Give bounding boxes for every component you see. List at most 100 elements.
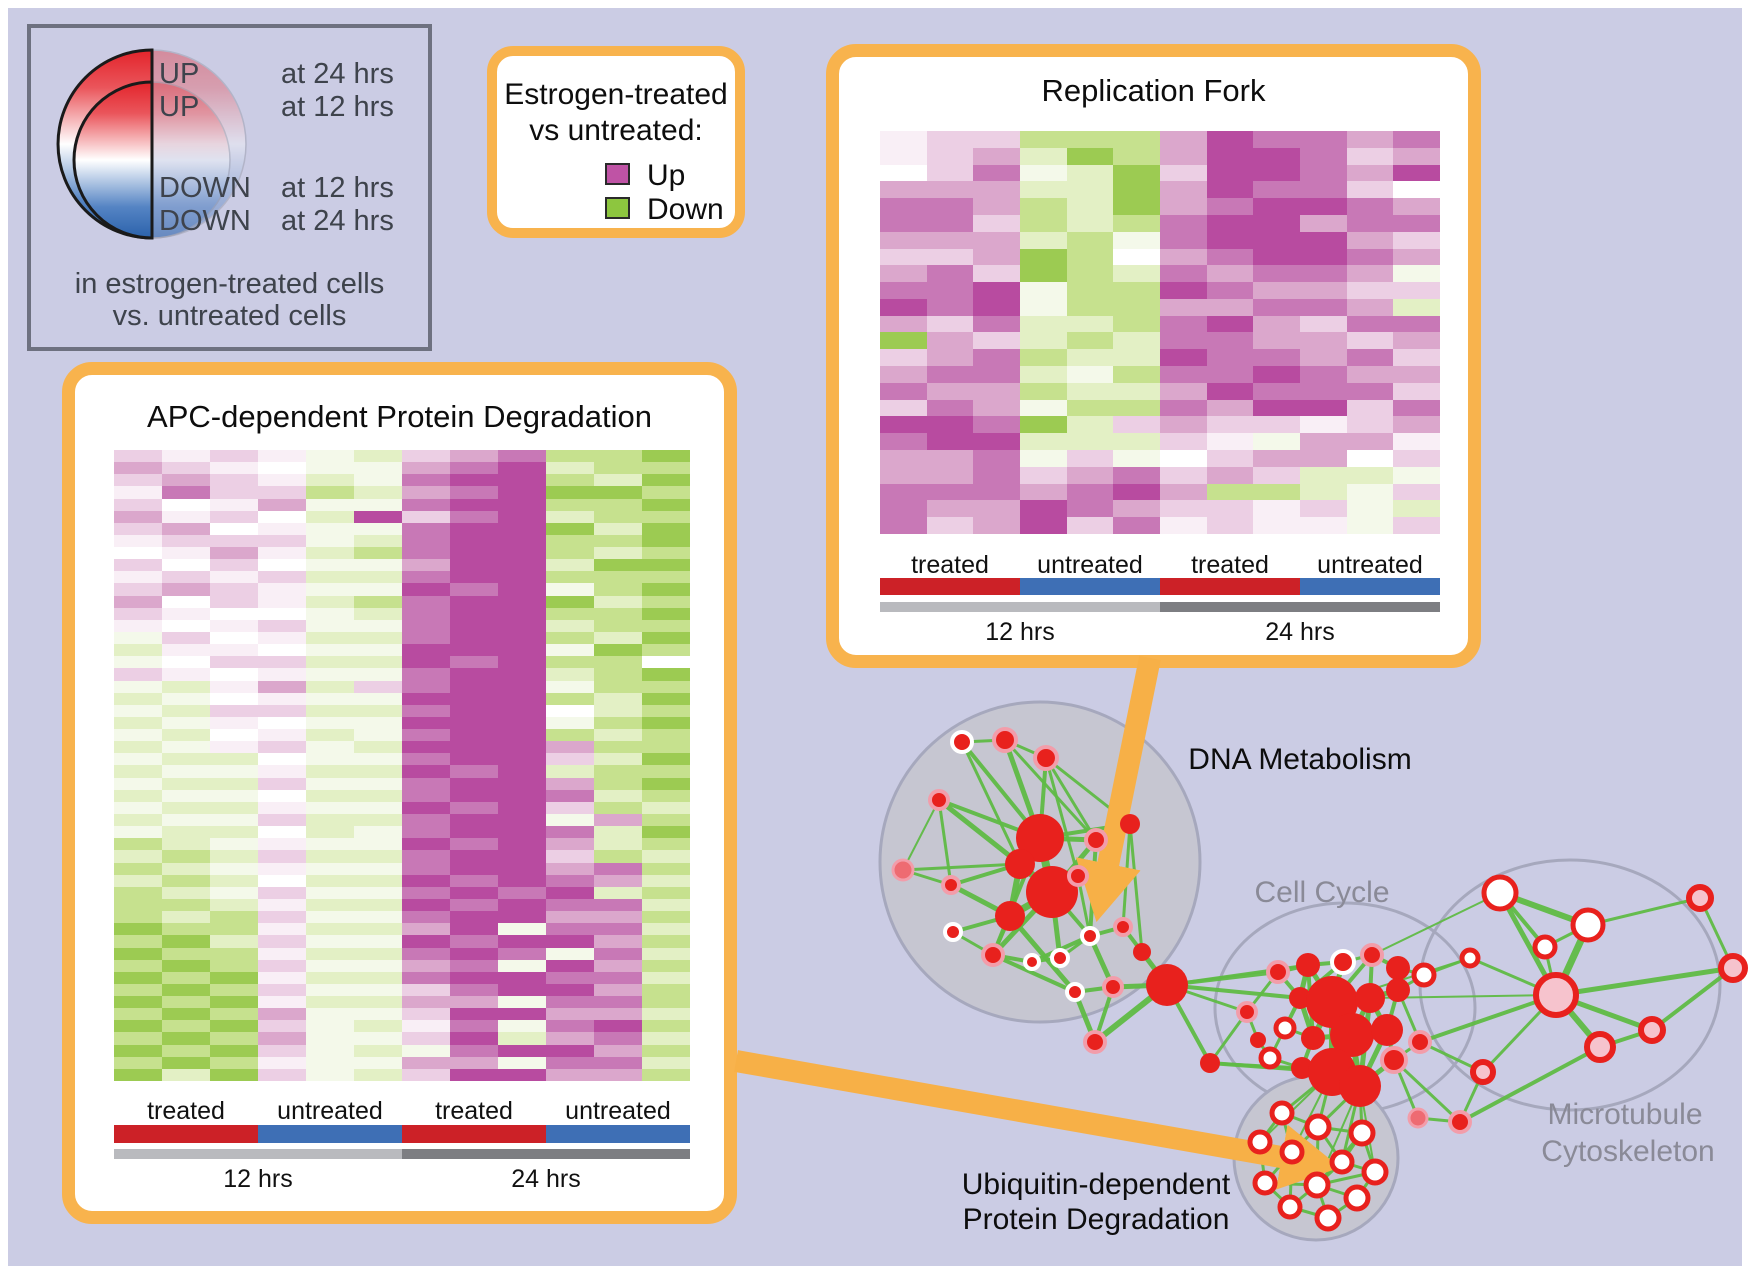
gene-node — [1533, 972, 1579, 1018]
cluster-label-ubiquitin-line1: Ubiquitin-dependent — [961, 1168, 1231, 1201]
gene-node — [1065, 982, 1085, 1002]
gene-node — [1113, 917, 1133, 937]
rf-condition-bars — [880, 578, 1440, 595]
gene-node — [1200, 1053, 1220, 1073]
gene-node — [1470, 1059, 1496, 1085]
gene-node — [1026, 866, 1078, 918]
rf-group-label-4: untreated — [1317, 551, 1423, 579]
gene-node — [950, 730, 974, 754]
panel-to-cluster-arrow — [734, 1050, 1341, 1190]
rf-time-bars — [880, 602, 1440, 612]
gene-node — [1016, 814, 1064, 862]
gene-node — [1102, 976, 1124, 998]
gene-node — [1330, 1013, 1374, 1057]
apc-time-label-24: 24 hrs — [511, 1165, 581, 1193]
time-24b: at 24 hrs — [281, 205, 394, 237]
cluster-label-dna-metabolism: DNA Metabolism — [1188, 743, 1412, 776]
apc-group-label-4: untreated — [565, 1097, 671, 1125]
apc-degradation-panel: APC-dependent Protein Degradation treate… — [62, 362, 737, 1224]
gene-node — [891, 858, 915, 882]
gene-node — [1361, 1158, 1389, 1186]
gene-node — [1291, 1057, 1313, 1079]
gene-node — [1355, 983, 1385, 1013]
gene-node — [943, 922, 963, 942]
updown-title-line2: vs untreated: — [529, 114, 703, 147]
gene-node — [992, 727, 1018, 753]
gene-node — [1348, 1119, 1376, 1147]
direction-legend-box: UP at 24 hrs UP at 12 hrs DOWN at 12 hrs… — [27, 24, 432, 351]
gene-node — [1584, 1031, 1616, 1063]
apc-group-label-2: untreated — [277, 1097, 383, 1125]
gene-node — [1084, 828, 1108, 852]
cluster-label-microtubule-line2: Cytoskeleton — [1541, 1135, 1715, 1168]
replication-fork-title: Replication Fork — [1041, 73, 1266, 108]
rf-time-label-24: 24 hrs — [1265, 618, 1335, 646]
down-label: Down — [647, 193, 724, 226]
gene-node — [1005, 849, 1035, 879]
gene-node — [1236, 1001, 1258, 1023]
dir-up-12: UP — [159, 91, 200, 123]
gene-node — [1570, 907, 1606, 943]
gene-node — [1033, 745, 1059, 771]
gene-node — [1448, 1110, 1472, 1134]
dir-up-24: UP — [159, 58, 200, 90]
gene-node — [1304, 1113, 1332, 1141]
gene-node — [1314, 1204, 1342, 1232]
updown-title-line1: Estrogen-treated — [504, 78, 728, 111]
legend-caption-line1: in estrogen-treated cells — [74, 268, 385, 300]
gene-node — [1329, 1149, 1355, 1175]
gene-node — [1459, 947, 1481, 969]
red-blue-rings-glyph — [56, 48, 247, 240]
gene-node — [1360, 943, 1384, 967]
gene-node — [1330, 949, 1356, 975]
gene-node — [1371, 1014, 1403, 1046]
cluster-label-cell-cycle: Cell Cycle — [1254, 876, 1390, 909]
gene-node — [1532, 934, 1558, 960]
gene-node — [1277, 1194, 1303, 1220]
gene-node — [928, 789, 950, 811]
up-label: Up — [647, 159, 686, 192]
apc-time-bars — [114, 1149, 690, 1159]
gene-node — [981, 943, 1005, 967]
gene-node — [1686, 884, 1714, 912]
gene-node — [1408, 1030, 1432, 1054]
gene-node — [995, 901, 1025, 931]
legend-caption-line2: vs. untreated cells — [112, 300, 347, 332]
gene-node — [1386, 956, 1410, 980]
gene-node — [1258, 1046, 1282, 1070]
gene-node — [1380, 1046, 1408, 1074]
gene-node — [1080, 926, 1100, 946]
time-12a: at 12 hrs — [281, 91, 394, 123]
gene-node — [1050, 948, 1070, 968]
gene-node — [1481, 874, 1519, 912]
gene-node — [1343, 1184, 1371, 1212]
apc-group-label-1: treated — [147, 1097, 225, 1125]
gene-node — [941, 875, 961, 895]
gene-node — [1250, 1032, 1266, 1048]
dir-down-12: DOWN — [159, 172, 251, 204]
apc-title: APC-dependent Protein Degradation — [147, 399, 652, 434]
apc-group-label-3: treated — [435, 1097, 513, 1125]
gene-node — [1279, 1139, 1305, 1165]
gene-node — [1296, 953, 1320, 977]
gene-node — [1023, 953, 1041, 971]
gene-node — [1407, 1107, 1429, 1129]
gene-node — [1273, 1016, 1297, 1040]
gene-node — [1120, 814, 1140, 834]
panel-to-cluster-arrow — [1075, 655, 1161, 923]
gene-node — [1718, 953, 1748, 983]
gene-node — [1083, 1030, 1107, 1054]
gene-node — [1301, 1026, 1325, 1050]
up-swatch — [605, 163, 630, 185]
rf-group-label-2: untreated — [1037, 551, 1143, 579]
gene-node — [1067, 865, 1089, 887]
gene-node — [1247, 1129, 1273, 1155]
dir-down-24: DOWN — [159, 205, 251, 237]
down-swatch — [605, 197, 630, 219]
gene-node — [1303, 1171, 1331, 1199]
rf-group-label-3: treated — [1191, 551, 1269, 579]
replication-fork-heatmap — [880, 131, 1440, 534]
gene-node — [1411, 962, 1437, 988]
gene-node — [1289, 987, 1311, 1009]
